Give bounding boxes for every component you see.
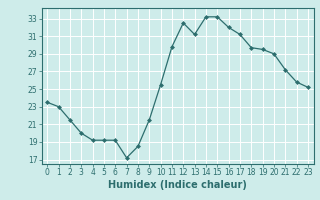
X-axis label: Humidex (Indice chaleur): Humidex (Indice chaleur) — [108, 180, 247, 190]
